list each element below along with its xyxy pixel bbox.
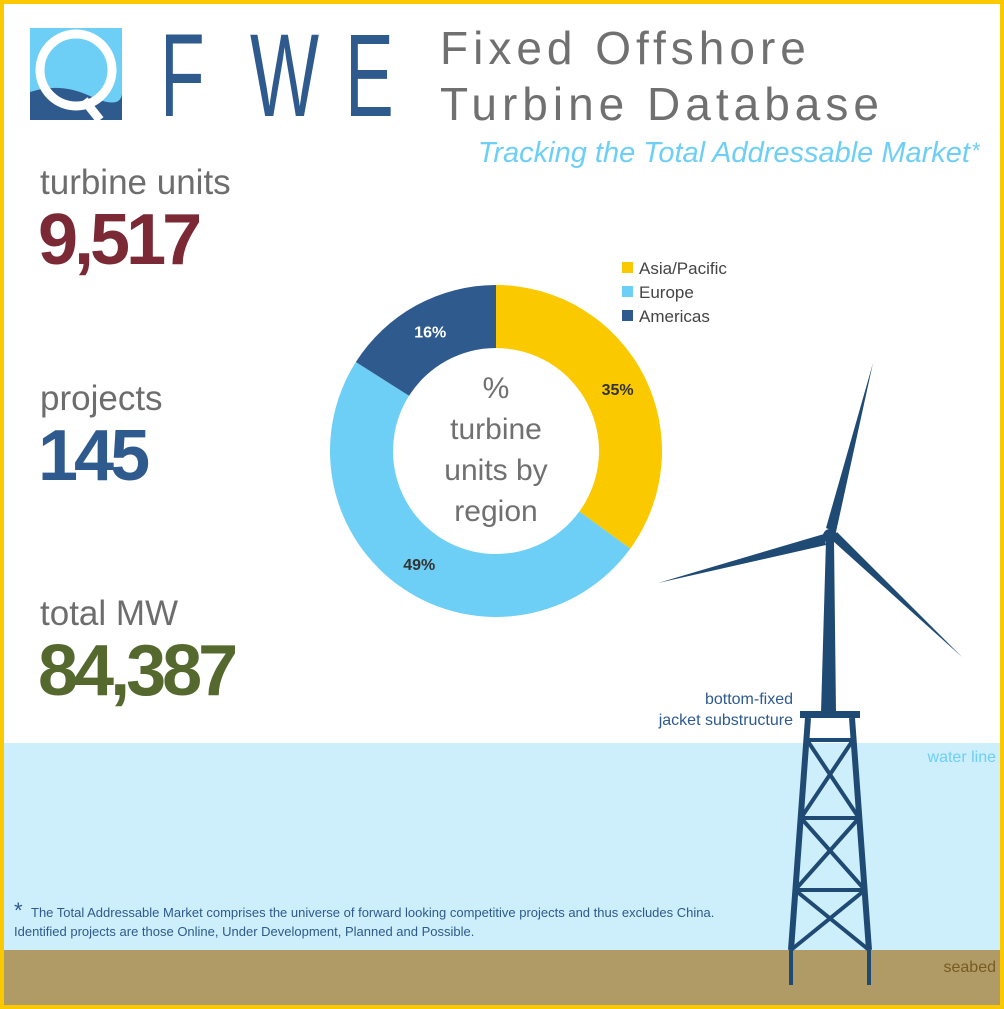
stat-label: total MW [40,594,178,633]
logo-letter: E [345,9,394,141]
footnote-line: Identified projects are those Online, Un… [14,924,474,939]
center-label: units by [444,454,547,487]
footnote-line: The Total Addressable Market comprises t… [31,905,714,920]
title-line: Turbine Database [440,78,884,130]
seabed [0,950,1004,1006]
substructure-label: jacket substructure [658,712,793,729]
turbine [658,363,962,985]
stat-label: turbine units [40,163,231,202]
slice-label: 35% [602,382,634,399]
subtitle: Tracking the Total Addressable Market [478,137,972,169]
seabed-label: seabed [944,959,997,976]
title-line: Fixed Offshore [440,22,811,74]
subtitle-mark: * [972,138,981,163]
stat-value: 84,387 [38,631,235,711]
donut-slice [355,285,496,396]
logo-q [30,28,122,123]
stat-label: projects [40,379,163,418]
donut-slice [330,362,631,617]
legend-swatch [622,262,633,273]
center-label: turbine [450,413,542,446]
logo-letter: F [160,9,205,141]
stat-value: 9,517 [38,200,199,280]
legend-swatch [622,286,633,297]
water-label: water line [927,749,997,766]
donut-slice [496,285,662,549]
stat-value: 145 [38,416,149,496]
legend-label: Asia/Pacific [639,259,727,278]
substructure-label: bottom-fixed [705,691,793,708]
legend-label: Americas [639,307,710,326]
center-label: region [454,495,537,528]
legend-swatch [622,310,633,321]
slice-label: 16% [414,324,446,341]
center-label: % [483,372,510,405]
slice-label: 49% [403,557,435,574]
logo-letter: W [250,9,319,141]
footnote-mark: * [14,898,23,923]
legend-label: Europe [639,283,694,302]
